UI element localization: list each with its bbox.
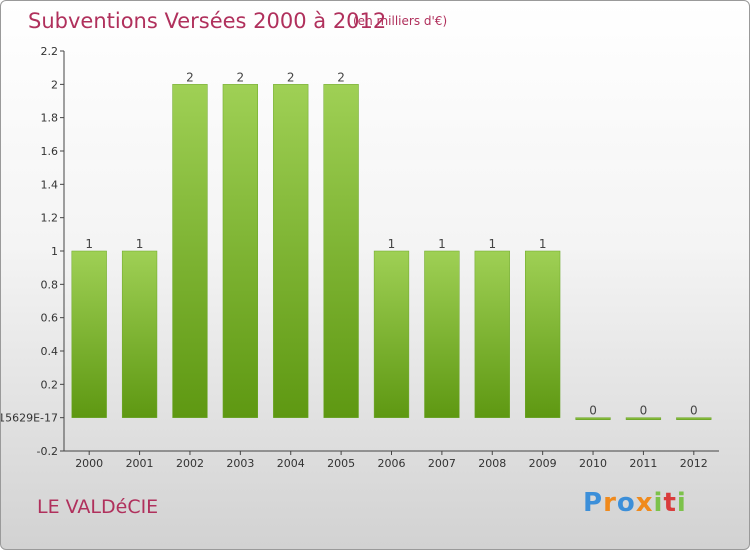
y-tick-label: 0.6 — [41, 312, 59, 325]
bar — [575, 417, 611, 420]
bar — [121, 250, 158, 418]
bar — [474, 250, 510, 418]
data-label: 2 — [237, 70, 245, 84]
bar — [273, 84, 309, 418]
y-tick-label: 0.4 — [41, 345, 59, 358]
y-tick-label: 1.8 — [41, 112, 59, 125]
bar — [222, 84, 258, 418]
y-tick-label: 0.8 — [41, 278, 59, 291]
x-tick-label: 2010 — [579, 457, 607, 470]
bar — [323, 84, 359, 418]
data-label: 2 — [337, 70, 345, 84]
logo-letter: i — [676, 488, 687, 518]
data-label: 0 — [589, 404, 597, 418]
x-tick-label: 2009 — [529, 457, 557, 470]
bar — [676, 417, 712, 420]
bar — [172, 84, 208, 418]
chart-subtitle: (en milliers d'€) — [353, 14, 448, 28]
logo-letter: r — [603, 488, 617, 518]
y-tick-label: 1.2 — [41, 212, 59, 225]
data-label: 0 — [640, 404, 648, 418]
data-label: 2 — [287, 70, 295, 84]
data-label: 1 — [539, 237, 547, 251]
x-tick-label: 2008 — [478, 457, 506, 470]
y-tick-label: -0.2 — [37, 445, 58, 458]
data-label: 2 — [186, 70, 194, 84]
logo-letter: x — [635, 488, 654, 518]
bar — [424, 250, 460, 418]
y-tick-label: 1.4 — [41, 178, 59, 191]
town-name: LE VALDéCIE — [37, 496, 159, 518]
logo-letter: t — [663, 488, 677, 518]
y-tick-label: 2.2 — [41, 45, 59, 58]
x-tick-label: 2003 — [226, 457, 254, 470]
bar — [525, 250, 561, 418]
y-tick-label: -1.15629E-17 — [1, 412, 58, 425]
logo-letter: i — [653, 488, 664, 518]
logo-letter: P — [583, 488, 604, 518]
data-label: 1 — [488, 237, 496, 251]
x-tick-label: 2007 — [428, 457, 456, 470]
x-tick-label: 2004 — [277, 457, 305, 470]
y-tick-label: 1 — [51, 245, 58, 258]
chart-title: Subventions Versées 2000 à 2012 — [28, 9, 387, 33]
x-tick-label: 2005 — [327, 457, 355, 470]
y-tick-label: 2 — [51, 78, 58, 91]
bar — [71, 250, 107, 418]
bar — [373, 250, 410, 418]
data-label: 1 — [388, 237, 396, 251]
data-label: 1 — [136, 237, 144, 251]
bar — [625, 417, 662, 420]
x-tick-label: 2011 — [629, 457, 657, 470]
x-tick-label: 2012 — [680, 457, 708, 470]
x-tick-label: 2000 — [75, 457, 103, 470]
data-label: 1 — [438, 237, 446, 251]
x-tick-label: 2006 — [378, 457, 406, 470]
x-tick-label: 2002 — [176, 457, 204, 470]
data-label: 0 — [690, 404, 698, 418]
y-tick-label: 0.2 — [41, 378, 59, 391]
data-label: 1 — [85, 237, 93, 251]
x-tick-label: 2001 — [126, 457, 154, 470]
y-tick-label: 1.6 — [41, 145, 59, 158]
proxiti-logo: Proxiti — [583, 488, 687, 518]
logo-letter: o — [616, 488, 636, 518]
